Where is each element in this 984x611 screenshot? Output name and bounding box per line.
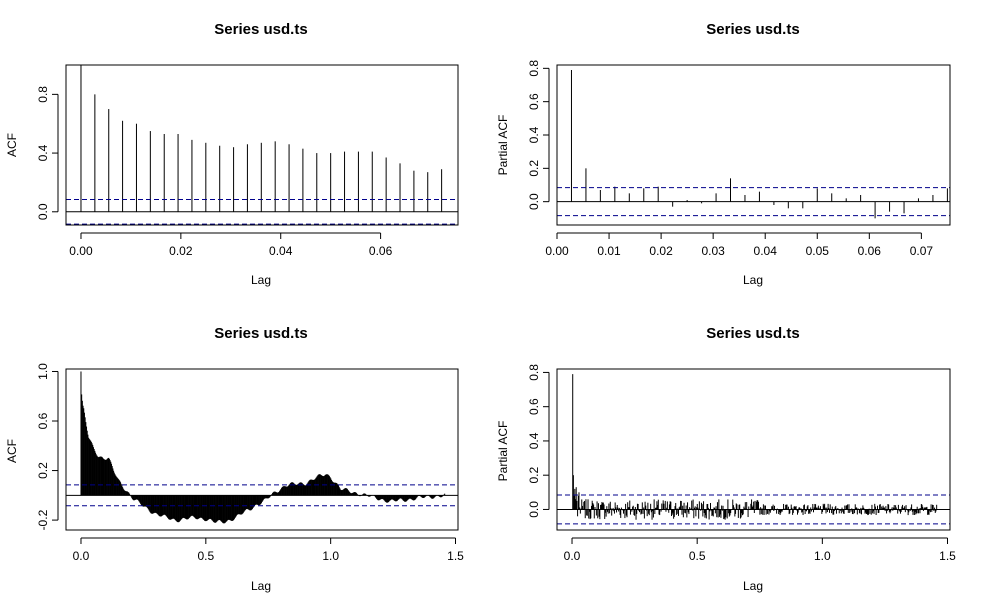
y-axis-label: ACF xyxy=(5,133,19,157)
y-tick-label: 0.6 xyxy=(527,93,541,110)
chart-title: Series usd.ts xyxy=(706,325,799,342)
y-tick-label: 0.4 xyxy=(36,144,50,161)
y-tick-label: 0.2 xyxy=(527,467,541,484)
x-tick-label: 0.02 xyxy=(649,244,673,258)
y-tick-label: 1.0 xyxy=(36,363,50,380)
x-tick-label: 0.04 xyxy=(754,244,778,258)
y-axis-label: Partial ACF xyxy=(496,421,510,482)
chart-title: Series usd.ts xyxy=(214,325,307,342)
y-tick-label: 0.8 xyxy=(36,86,50,103)
x-tick-label: 0.04 xyxy=(269,244,293,258)
x-tick-label: 1.0 xyxy=(322,549,339,563)
plot-frame xyxy=(65,368,459,531)
x-tick-label: 0.03 xyxy=(701,244,725,258)
x-tick-label: 0.00 xyxy=(545,244,569,258)
x-tick-label: 0.5 xyxy=(197,549,214,563)
plot-content: 0.0 0.5 1.0 1.5 -0.2 0.2 0.6 1.0 xyxy=(36,363,464,563)
y-tick-label: 0.8 xyxy=(527,364,541,381)
pacf-panel-top-right: Series usd.ts Lag Partial ACF 0.00 0.01 0.… xyxy=(496,21,951,287)
x-tick-label: 0.0 xyxy=(564,549,581,563)
plot-frame xyxy=(556,368,951,531)
y-tick-label: 0.0 xyxy=(527,193,541,210)
plot-content: 0.00 0.01 0.02 0.03 0.04 0.05 0.06 0.07 0.0 0.2 0.… xyxy=(527,60,951,258)
y-tick-label: 0.2 xyxy=(527,160,541,177)
x-tick-label: 0.00 xyxy=(69,244,93,258)
plot-content: 0.0 0.5 1.0 1.5 0.0 0.2 0.4 0.6 0.8 xyxy=(527,364,956,563)
y-tick-label: 0.6 xyxy=(527,398,541,415)
x-tick-label: 0.05 xyxy=(806,244,830,258)
x-tick-label: 0.06 xyxy=(858,244,882,258)
x-axis-label: Lag xyxy=(251,579,271,593)
x-axis-label: Lag xyxy=(251,273,271,287)
y-tick-label: 0.2 xyxy=(36,462,50,479)
chart-title: Series usd.ts xyxy=(706,21,799,38)
plot-frame xyxy=(556,64,951,226)
x-tick-label: 0.02 xyxy=(169,244,193,258)
x-axis-label: Lag xyxy=(743,273,763,287)
y-tick-label: 0.4 xyxy=(527,432,541,449)
y-axis-label: ACF xyxy=(5,439,19,463)
x-tick-label: 0.0 xyxy=(73,549,90,563)
acf-panel-bottom-left: Series usd.ts Lag ACF 0.0 0.5 1.0 1.5-0.20.… xyxy=(5,325,464,593)
x-tick-label: 0.5 xyxy=(689,549,706,563)
plot-content: 0.00 0.02 0.04 0.06 0.0 0.4 0.8 xyxy=(36,64,459,258)
y-tick-label: 0.4 xyxy=(527,126,541,143)
y-tick-label: 0.8 xyxy=(527,60,541,77)
y-tick-label: -0.2 xyxy=(36,509,50,530)
plot-frame xyxy=(65,64,459,226)
x-tick-label: 1.5 xyxy=(447,549,464,563)
x-tick-label: 0.07 xyxy=(910,244,934,258)
x-tick-label: 0.01 xyxy=(597,244,621,258)
x-axis-label: Lag xyxy=(743,579,763,593)
y-tick-label: 0.0 xyxy=(527,501,541,518)
chart-title: Series usd.ts xyxy=(214,21,307,38)
y-axis-label: Partial ACF xyxy=(496,115,510,176)
y-tick-label: 0.6 xyxy=(36,412,50,429)
pacf-panel-bottom-right: Series usd.ts Lag Partial ACF 0.0 0.5 1.0 1… xyxy=(496,325,956,593)
x-tick-label: 0.06 xyxy=(369,244,393,258)
x-tick-label: 1.5 xyxy=(939,549,956,563)
y-tick-label: 0.0 xyxy=(36,203,50,220)
acf-panel-top-left: Series usd.ts Lag ACF 0.00 0.02 0.04 0.060.… xyxy=(5,21,459,287)
x-tick-label: 1.0 xyxy=(814,549,831,563)
